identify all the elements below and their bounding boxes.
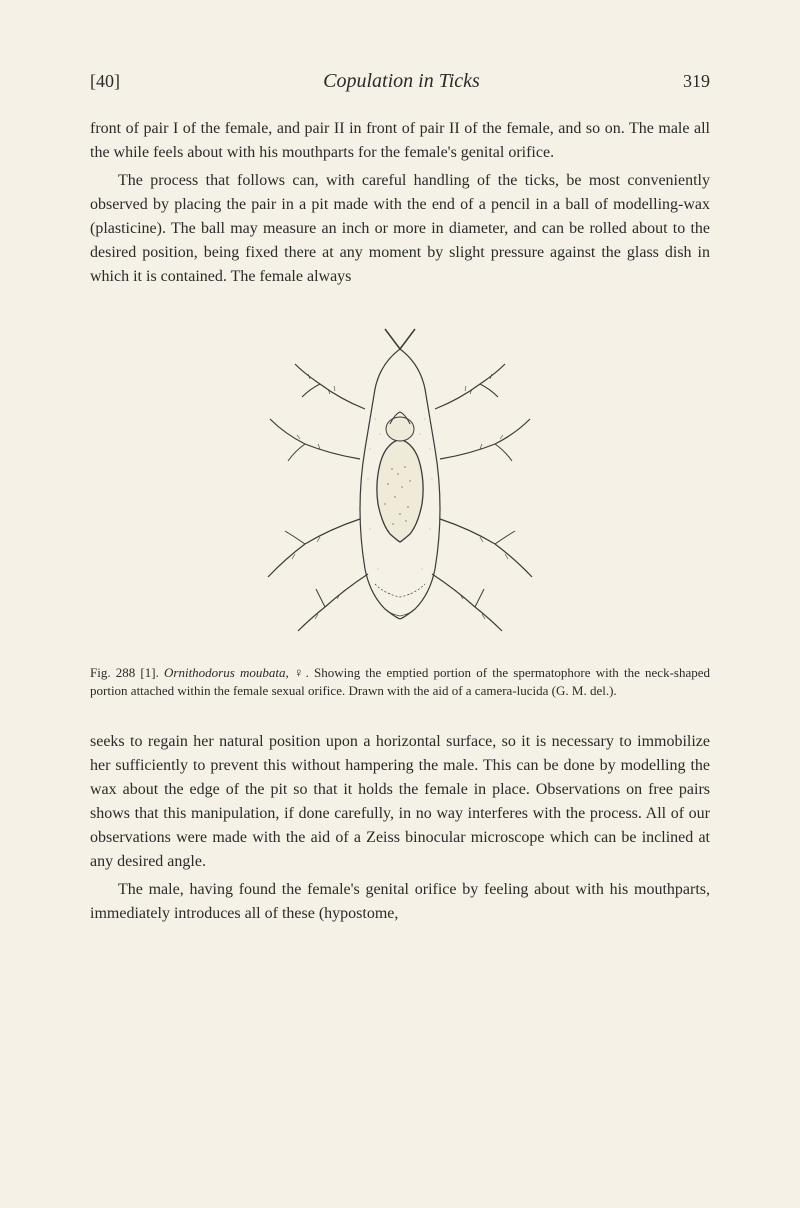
paragraph-1: front of pair I of the female, and pair … xyxy=(90,117,710,165)
page-title: Copulation in Ticks xyxy=(323,70,480,93)
caption-label: Fig. 288 [1]. xyxy=(90,665,159,680)
paragraph-2: The process that follows can, with caref… xyxy=(90,169,710,289)
paragraph-3: seeks to regain her natural position upo… xyxy=(90,730,710,874)
paragraph-4: The male, having found the female's geni… xyxy=(90,878,710,926)
page-number: 319 xyxy=(683,71,710,92)
figure-caption: Fig. 288 [1]. Ornithodorus moubata, ♀. S… xyxy=(90,664,710,700)
tick-anatomy-illustration xyxy=(210,319,590,639)
page-header: [40] Copulation in Ticks 319 xyxy=(90,70,710,93)
caption-species: Ornithodorus moubata xyxy=(164,665,285,680)
page-reference: [40] xyxy=(90,71,120,92)
figure-container xyxy=(90,319,710,644)
